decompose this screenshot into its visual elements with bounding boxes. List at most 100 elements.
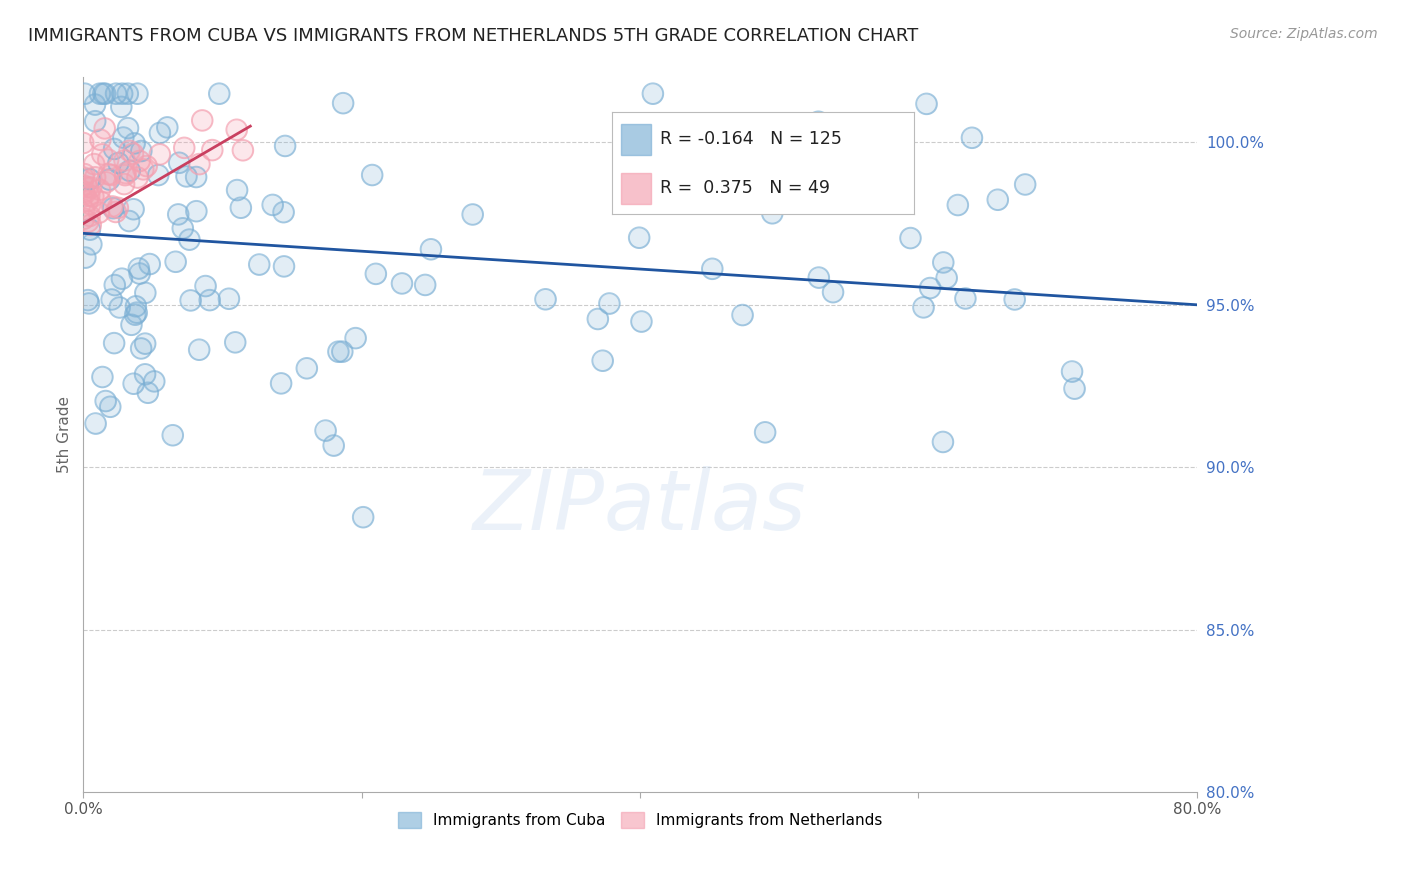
Point <box>73 186 96 201</box>
Point <box>129 342 152 356</box>
Point <box>125 299 148 313</box>
Point <box>73 186 96 201</box>
Point <box>1004 293 1026 307</box>
Point <box>173 141 195 155</box>
Point <box>84 97 107 112</box>
Point <box>77 214 100 228</box>
Point <box>77 188 100 202</box>
Point <box>598 296 620 310</box>
Point <box>122 376 145 391</box>
Point <box>89 87 111 101</box>
Point <box>100 168 122 182</box>
Point <box>683 145 706 160</box>
Point <box>617 155 640 169</box>
Point <box>201 143 224 157</box>
Point <box>935 271 957 285</box>
Point <box>73 87 96 101</box>
Point <box>79 209 101 223</box>
Text: ZIPatlas: ZIPatlas <box>474 466 807 547</box>
Point <box>270 376 292 391</box>
Point <box>315 424 337 438</box>
Point <box>91 370 114 384</box>
Point <box>761 206 783 220</box>
Point <box>461 207 484 221</box>
Point <box>295 361 318 376</box>
Point <box>73 211 96 226</box>
Point <box>188 343 211 357</box>
Point <box>76 180 98 194</box>
Point <box>96 175 118 189</box>
Point <box>91 147 114 161</box>
Point <box>135 159 157 173</box>
Point <box>226 183 249 197</box>
Point <box>641 87 664 101</box>
Point <box>82 189 104 203</box>
Point <box>262 198 284 212</box>
Point <box>104 205 127 219</box>
Point <box>900 231 922 245</box>
Point <box>167 207 190 221</box>
Point <box>121 318 143 332</box>
Point <box>89 133 111 147</box>
Point <box>162 428 184 442</box>
Point <box>156 120 179 135</box>
Point <box>125 306 148 320</box>
Point <box>191 113 214 128</box>
Point <box>132 162 155 177</box>
Point <box>179 233 201 247</box>
Point <box>98 400 121 414</box>
Point <box>186 204 208 219</box>
Point <box>97 153 120 167</box>
Point <box>731 308 754 322</box>
Point <box>117 121 139 136</box>
Point <box>247 258 270 272</box>
Point <box>128 153 150 168</box>
Point <box>946 198 969 212</box>
Point <box>149 147 172 161</box>
Point <box>80 218 103 232</box>
Point <box>172 221 194 235</box>
Text: R = -0.164   N = 125: R = -0.164 N = 125 <box>659 130 842 148</box>
Point <box>229 201 252 215</box>
Point <box>128 261 150 276</box>
Point <box>72 178 94 193</box>
Point <box>262 198 284 212</box>
Point <box>702 261 724 276</box>
Point <box>143 375 166 389</box>
Point <box>330 344 353 359</box>
Point <box>364 267 387 281</box>
Point <box>173 141 195 155</box>
Point <box>90 194 112 209</box>
Point <box>731 308 754 322</box>
Point <box>136 385 159 400</box>
Point <box>208 87 231 101</box>
Point <box>900 231 922 245</box>
Point <box>72 136 94 150</box>
Point <box>167 155 190 169</box>
Point <box>188 157 211 171</box>
Point <box>103 336 125 351</box>
Point <box>73 211 96 226</box>
Point <box>167 207 190 221</box>
Point <box>76 180 98 194</box>
Point <box>79 197 101 211</box>
Point <box>617 155 640 169</box>
Point <box>122 202 145 217</box>
Point <box>148 168 170 182</box>
Point <box>138 257 160 271</box>
Point <box>100 168 122 182</box>
Point <box>79 222 101 236</box>
Point <box>97 167 120 181</box>
Point <box>112 130 135 145</box>
Point <box>273 260 295 274</box>
Point <box>226 183 249 197</box>
Point <box>94 394 117 409</box>
Point <box>628 231 651 245</box>
Point <box>224 335 246 350</box>
Point <box>101 199 124 213</box>
Point <box>149 126 172 140</box>
Point <box>761 206 783 220</box>
Point <box>1014 178 1036 192</box>
Point <box>332 96 354 111</box>
Point <box>114 168 136 182</box>
